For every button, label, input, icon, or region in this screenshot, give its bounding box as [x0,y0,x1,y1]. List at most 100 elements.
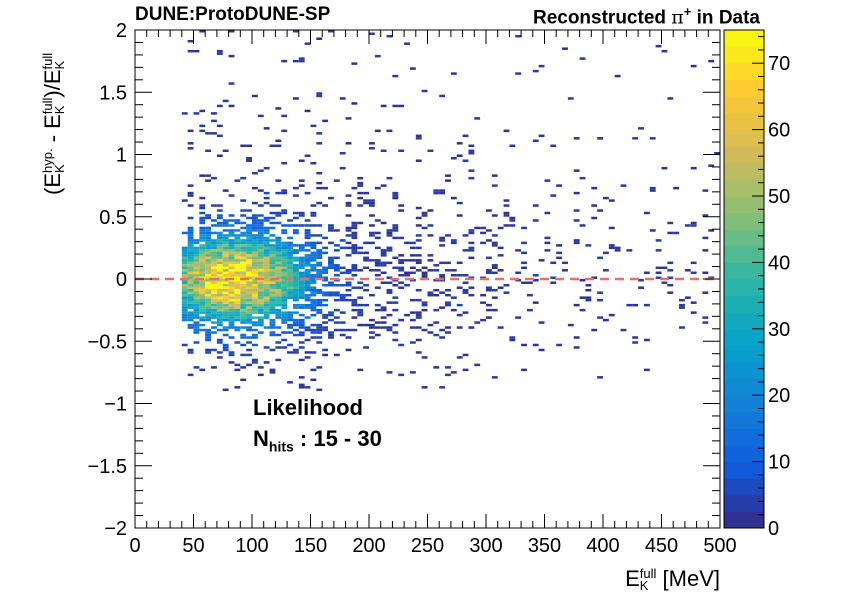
heatmap-cell [199,291,206,294]
heatmap-cell [193,308,200,312]
heatmap-cell [281,298,288,302]
heatmap-cell [211,291,217,294]
color-scale-band [724,295,764,313]
heatmap-cell [456,313,463,317]
heatmap-cell [345,298,352,302]
heatmap-cell [193,261,200,265]
heatmap-cell [205,313,212,317]
heatmap-cell [216,246,223,250]
heatmap-cell [304,296,311,299]
heatmap-cell [216,318,223,322]
heatmap-cell [304,338,311,342]
heatmap-cell [392,266,399,270]
heatmap-cell [579,176,586,180]
heatmap-cell [439,274,446,277]
heatmap-cell [205,229,212,232]
heatmap-cell [363,259,369,262]
heatmap-cell [298,283,305,287]
heatmap-cell [275,298,282,302]
heatmap-cell [193,293,200,297]
heatmap-cell [292,194,299,197]
heatmap-cell [304,234,311,237]
heatmap-cell [199,204,206,207]
heatmap-cell [211,321,217,324]
heatmap-cell [216,298,223,302]
heatmap-cell [257,261,264,265]
heatmap-cell [316,224,323,227]
heatmap-cell [187,229,194,232]
heatmap-cell [404,241,410,245]
heatmap-cell [281,293,288,297]
color-scale-band [724,395,764,413]
heatmap-cell [304,264,311,267]
heatmap-cell [515,316,522,319]
heatmap-cell [310,269,317,272]
heatmap-cell [211,231,217,235]
heatmap-cell [328,318,334,322]
heatmap-cell [205,286,212,289]
heatmap-cell [228,239,235,242]
heatmap-cell [211,112,217,115]
heatmap-cell [310,286,317,289]
heatmap-cell [322,326,329,329]
heatmap-cell [275,191,282,195]
heatmap-cell [263,256,270,260]
heatmap-cell [263,279,270,282]
heatmap-cell [187,306,194,309]
heatmap-cell [193,49,200,53]
heatmap-cell [257,251,264,255]
heatmap-cell [292,333,299,337]
heatmap-cell [257,224,264,227]
heatmap-cell [386,313,393,317]
heatmap-cell [187,373,194,377]
heatmap-cell [275,281,282,284]
heatmap-cell [263,271,270,275]
heatmap-cell [246,251,252,255]
heatmap-cell [597,291,603,294]
heatmap-cell [363,303,369,307]
heatmap-cell [216,296,223,299]
heatmap-cell [538,134,545,138]
heatmap-cell [193,328,200,332]
heatmap-cell [445,179,451,182]
heatmap-cell [532,219,539,222]
heatmap-cell [234,244,241,247]
heatmap-cell [234,246,241,250]
heatmap-cell [216,291,223,294]
heatmap-cell [228,281,235,284]
heatmap-cell [246,296,252,299]
heatmap-cell [246,224,252,227]
heatmap-cell [573,191,580,195]
heatmap-cell [275,214,282,217]
heatmap-cell [398,281,405,284]
heatmap-cell [298,274,305,277]
heatmap-cell [386,249,393,252]
heatmap-cell [369,199,375,202]
heatmap-cell [521,266,527,270]
heatmap-cell [380,316,387,319]
heatmap-cell [439,261,446,265]
heatmap-cell [310,306,317,309]
heatmap-cell [292,266,299,270]
heatmap-cell [275,358,282,362]
heatmap-cell [222,229,229,232]
heatmap-cell [257,214,264,217]
title-prefix: Reconstructed [532,7,672,29]
color-scale-band [724,428,764,446]
heatmap-cell [252,303,258,307]
heatmap-cell [187,264,194,267]
heatmap-cell [298,264,305,267]
heatmap-cell [304,154,311,157]
heatmap-cell [287,381,293,384]
heatmap-cell [263,226,270,230]
heatmap-cell [509,219,516,222]
heatmap-cell [292,323,299,327]
heatmap-cell [252,293,258,297]
heatmap-cell [415,338,422,342]
heatmap-cell [275,139,282,143]
heatmap-cell [345,214,352,217]
heatmap-cell [234,326,241,329]
heatmap-cell [257,241,264,245]
